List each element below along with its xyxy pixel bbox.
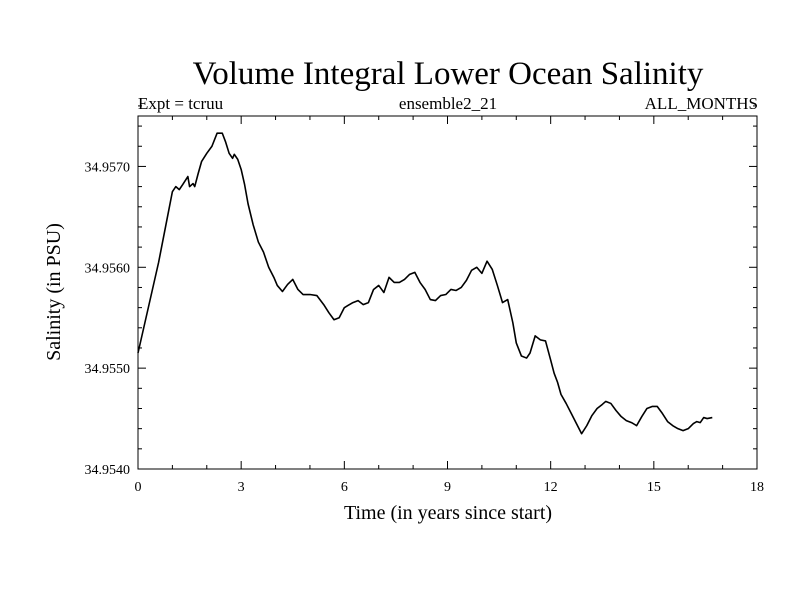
subtitle-experiment: Expt = tcruu bbox=[138, 94, 224, 113]
y-tick-label: 34.9570 bbox=[85, 160, 131, 175]
x-tick-label: 3 bbox=[238, 480, 245, 495]
subtitle-months: ALL_MONTHS bbox=[644, 94, 758, 113]
x-tick-label: 9 bbox=[444, 480, 451, 495]
y-axis-ticks: 34.9540 34.9550 34.9560 34.9570 bbox=[85, 105, 757, 478]
x-axis-label: Time (in years since start) bbox=[344, 502, 552, 524]
x-tick-label: 15 bbox=[647, 480, 661, 495]
x-tick-label: 0 bbox=[135, 480, 142, 495]
y-tick-label: 34.9560 bbox=[85, 261, 131, 276]
series-line-salinity bbox=[137, 132, 713, 435]
y-tick-label: 34.9540 bbox=[85, 463, 131, 478]
y-tick-label: 34.9550 bbox=[85, 362, 131, 377]
x-tick-label: 12 bbox=[544, 480, 558, 495]
chart-title: Volume Integral Lower Ocean Salinity bbox=[192, 56, 704, 92]
series-layer bbox=[137, 132, 713, 435]
x-axis-ticks: 0 3 6 9 12 15 18 bbox=[135, 116, 764, 495]
subtitle-ensemble: ensemble2_21 bbox=[398, 94, 498, 113]
x-tick-label: 6 bbox=[341, 480, 348, 495]
x-tick-label: 18 bbox=[750, 480, 764, 495]
y-axis-label: Salinity (in PSU) bbox=[43, 223, 65, 361]
